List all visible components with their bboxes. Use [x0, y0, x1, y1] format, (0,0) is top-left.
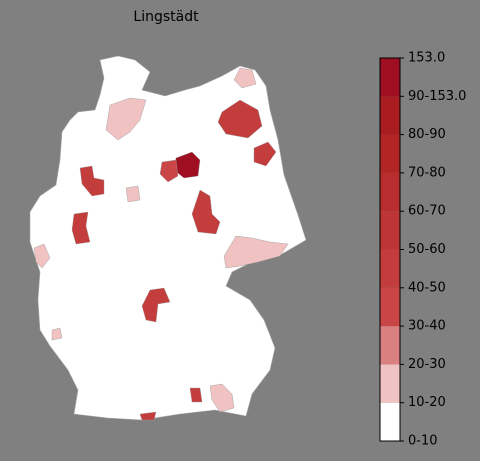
colorbar-segment: [380, 402, 400, 441]
colorbar-segment: [380, 96, 400, 135]
region: [79, 165, 105, 197]
map-title: Lingstädt: [133, 9, 199, 25]
region: [217, 99, 263, 139]
colorbar-segment: [380, 172, 400, 212]
region: [71, 211, 91, 245]
region: [233, 67, 257, 89]
colorbar: 0-10 10-20 20-30 30-40 40-50 50-60 60-70 70-80 8…: [379, 51, 466, 449]
colorbar-tick-label: 80-90: [408, 127, 446, 142]
region: [253, 141, 277, 167]
colorbar-segment: [380, 249, 400, 288]
colorbar-tick-label: 60-70: [408, 204, 446, 219]
region: [139, 411, 157, 421]
colorbar-segment: [380, 364, 400, 403]
colorbar-segment: [380, 211, 400, 250]
colorbar-tick-label: 20-30: [408, 357, 446, 372]
colorbar-tick-label: 40-50: [408, 280, 446, 295]
colorbar-tick-label: 50-60: [408, 242, 446, 257]
germany-map: [29, 55, 307, 421]
colorbar-tick-label: 90-153.0: [408, 89, 466, 104]
colorbar-segment: [380, 134, 400, 173]
region: [141, 287, 171, 323]
colorbar-segment: [380, 326, 400, 365]
region: [159, 159, 179, 183]
region: [105, 97, 147, 141]
region: [33, 243, 51, 269]
colorbar-tick-label: 153.0: [408, 51, 445, 66]
colorbar-tick-label: 10-20: [408, 395, 446, 410]
region: [209, 383, 235, 413]
region: [191, 189, 221, 235]
region: [189, 387, 203, 403]
region: [125, 185, 141, 203]
region: [223, 235, 289, 269]
country-outline: [29, 55, 307, 421]
colorbar-segment: [380, 287, 400, 327]
colorbar-tick-label: 0-10: [408, 434, 438, 449]
region: [51, 327, 63, 341]
colorbar-tick-label: 70-80: [408, 165, 446, 180]
colorbar-segment: [380, 58, 400, 97]
colorbar-tick-label: 30-40: [408, 319, 446, 334]
